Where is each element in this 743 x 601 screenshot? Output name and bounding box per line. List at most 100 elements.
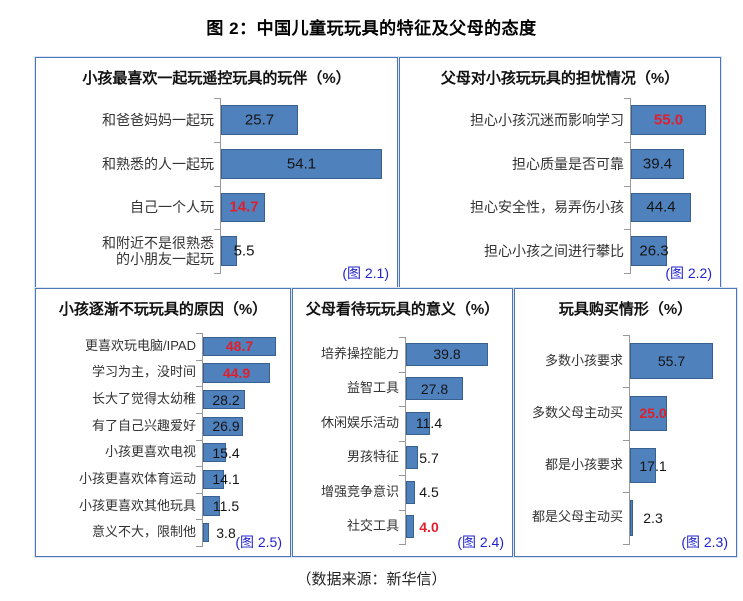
category-label: 社交工具 xyxy=(346,518,399,534)
chart-title-quit-reasons: 小孩逐渐不玩玩具的原因（%） xyxy=(58,301,268,318)
bar-track: 39.4 xyxy=(624,141,711,186)
chart-title-parent-worries: 父母对小孩玩玩具的担忧情况（%） xyxy=(440,70,680,87)
category-label: 意义不大，限制他 xyxy=(91,524,196,540)
chart-row: 休闲娱乐活动 11.4 xyxy=(299,406,503,441)
bar-track: 14.7 xyxy=(214,185,388,230)
chart-title-toy-meaning: 父母看待玩玩具的意义（%） xyxy=(305,301,500,318)
chart-row: 小孩更喜欢电视 15.4 xyxy=(42,439,281,467)
value-label: 11.4 xyxy=(415,415,443,432)
bar xyxy=(630,500,634,536)
chart-row: 多数父母主动买 25.0 xyxy=(521,387,727,440)
category-label: 和熟悉的人一起玩 xyxy=(102,155,214,172)
category-label: 培养操控能力 xyxy=(320,345,399,361)
category-label: 和附近不是很熟悉 的小朋友一起玩 xyxy=(102,235,214,268)
category-label: 更喜欢玩电脑/IPAD xyxy=(85,337,196,353)
value-label: 26.3 xyxy=(639,242,669,260)
chart-panel-playmates: 小孩最喜欢一起玩遥控玩具的玩伴（%） 和爸爸妈妈一起玩 25.7 和熟悉的人一起玩 5… xyxy=(35,57,398,288)
value-label: 44.9 xyxy=(222,364,251,381)
category-label: 小孩更喜欢其他玩具 xyxy=(78,497,196,513)
bar xyxy=(203,363,271,383)
bar-track: 15.4 xyxy=(196,439,281,467)
value-label: 17.1 xyxy=(639,457,667,474)
value-label: 4.5 xyxy=(419,484,439,501)
bar-track: 5.7 xyxy=(399,440,503,475)
bar-track: 4.5 xyxy=(399,475,503,510)
bar xyxy=(631,148,685,179)
value-label: 5.7 xyxy=(419,449,439,466)
category-label: 自己一个人玩 xyxy=(130,199,214,216)
chart-panel-purchase: 玩具购买情形（%） 多数小孩要求 55.7 多数父母主动买 25.0 都是小孩要求 17.… xyxy=(514,288,737,557)
chart-panel-quit-reasons: 小孩逐渐不玩玩具的原因（%） 更喜欢玩电脑/IPAD 48.7 学习为主，没时间 44… xyxy=(35,288,291,557)
bar xyxy=(630,343,714,379)
data-source: （数据来源：新华信） xyxy=(296,571,447,588)
bar-track: 3.8 xyxy=(196,519,281,547)
chart-row: 社交工具 4.0 xyxy=(299,509,503,545)
chart-title-purchase: 玩具购买情形（%） xyxy=(558,301,693,318)
chart-title-playmates: 小孩最喜欢一起玩遥控玩具的玩伴（%） xyxy=(82,70,351,87)
chart-row: 小孩更喜欢其他玩具 11.5 xyxy=(42,492,281,520)
bar-track: 44.4 xyxy=(624,185,711,230)
value-label: 25.0 xyxy=(639,405,667,422)
bar xyxy=(406,480,416,504)
bar-track: 17.1 xyxy=(623,439,727,492)
value-label: 55.7 xyxy=(657,353,686,370)
bar-track: 25.0 xyxy=(623,387,727,440)
bar-chart-parent-worries: 担心小孩沉迷而影响学习 55.0 担心质量是否可靠 39.4 担心安全性，易弄伤小孩 44… xyxy=(406,98,711,274)
bar-track: 54.1 xyxy=(214,141,388,186)
bar xyxy=(203,523,209,543)
bar-chart-purchase: 多数小孩要求 55.7 多数父母主动买 25.0 都是小孩要求 17.1 都是父母主动买 2.… xyxy=(521,335,727,546)
bar-track: 2.3 xyxy=(623,491,727,546)
chart-row: 增强竞争意识 4.5 xyxy=(299,475,503,510)
bar-track: 11.4 xyxy=(399,406,503,441)
chart-row: 自己一个人玩 14.7 xyxy=(42,185,388,230)
bar-track: 11.5 xyxy=(196,492,281,520)
category-label: 担心小孩沉迷而影响学习 xyxy=(470,111,624,128)
bar xyxy=(406,446,418,470)
value-label: 15.4 xyxy=(212,444,240,461)
value-label: 39.8 xyxy=(433,346,461,363)
bar-chart-quit-reasons: 更喜欢玩电脑/IPAD 48.7 学习为主，没时间 44.9 长大了觉得太幼稚 28.2 有… xyxy=(42,333,281,547)
value-label: 5.5 xyxy=(233,242,255,260)
category-label: 都是小孩要求 xyxy=(544,457,623,473)
bar-track: 39.8 xyxy=(399,337,503,372)
bar-track: 26.9 xyxy=(196,412,281,440)
bar xyxy=(203,336,277,356)
category-label: 休闲娱乐活动 xyxy=(320,414,399,430)
category-label: 长大了觉得太幼稚 xyxy=(91,391,196,407)
bar xyxy=(406,342,489,366)
value-label: 39.4 xyxy=(642,155,673,173)
chart-row: 都是父母主动买 2.3 xyxy=(521,491,727,546)
chart-row: 和熟悉的人一起玩 54.1 xyxy=(42,141,388,186)
value-label: 55.0 xyxy=(653,111,684,129)
chart-row: 担心小孩沉迷而影响学习 55.0 xyxy=(406,98,711,142)
chart-row: 学习为主，没时间 44.9 xyxy=(42,359,281,387)
chart-row: 都是小孩要求 17.1 xyxy=(521,439,727,492)
bar xyxy=(203,416,244,436)
category-label: 和爸爸妈妈一起玩 xyxy=(102,111,214,128)
figure-caption-2-5: (图 2.5) xyxy=(235,534,282,550)
value-label: 27.8 xyxy=(420,380,449,397)
bar xyxy=(631,192,692,223)
category-label: 担心安全性，易弄伤小孩 xyxy=(470,199,624,216)
figure-caption-2-2: (图 2.2) xyxy=(665,265,712,281)
chart-row: 培养操控能力 39.8 xyxy=(299,337,503,372)
value-label: 26.9 xyxy=(212,418,240,435)
bar-chart-toy-meaning: 培养操控能力 39.8 益智工具 27.8 休闲娱乐活动 11.4 男孩特征 5.7 增强竞争意… xyxy=(299,337,503,545)
bar xyxy=(631,105,706,135)
chart-row: 多数小孩要求 55.7 xyxy=(521,335,727,388)
chart-panel-parent-worries: 父母对小孩玩玩具的担忧情况（%） 担心小孩沉迷而影响学习 55.0 担心质量是否可靠… xyxy=(399,57,721,288)
chart-row: 益智工具 27.8 xyxy=(299,371,503,406)
bar-track: 5.5 xyxy=(214,229,388,274)
bar xyxy=(221,148,383,179)
chart-row: 男孩特征 5.7 xyxy=(299,440,503,475)
value-label: 14.7 xyxy=(229,198,259,216)
value-label: 48.7 xyxy=(225,338,254,355)
category-label: 学习为主，没时间 xyxy=(91,364,196,380)
category-label: 增强竞争意识 xyxy=(320,483,399,499)
bar-track: 55.7 xyxy=(623,335,727,388)
chart-row: 担心质量是否可靠 39.4 xyxy=(406,141,711,186)
category-label: 益智工具 xyxy=(346,380,399,396)
chart-row: 担心小孩之间进行攀比 26.3 xyxy=(406,229,711,274)
bar xyxy=(221,236,238,266)
category-label: 担心小孩之间进行攀比 xyxy=(484,243,624,260)
